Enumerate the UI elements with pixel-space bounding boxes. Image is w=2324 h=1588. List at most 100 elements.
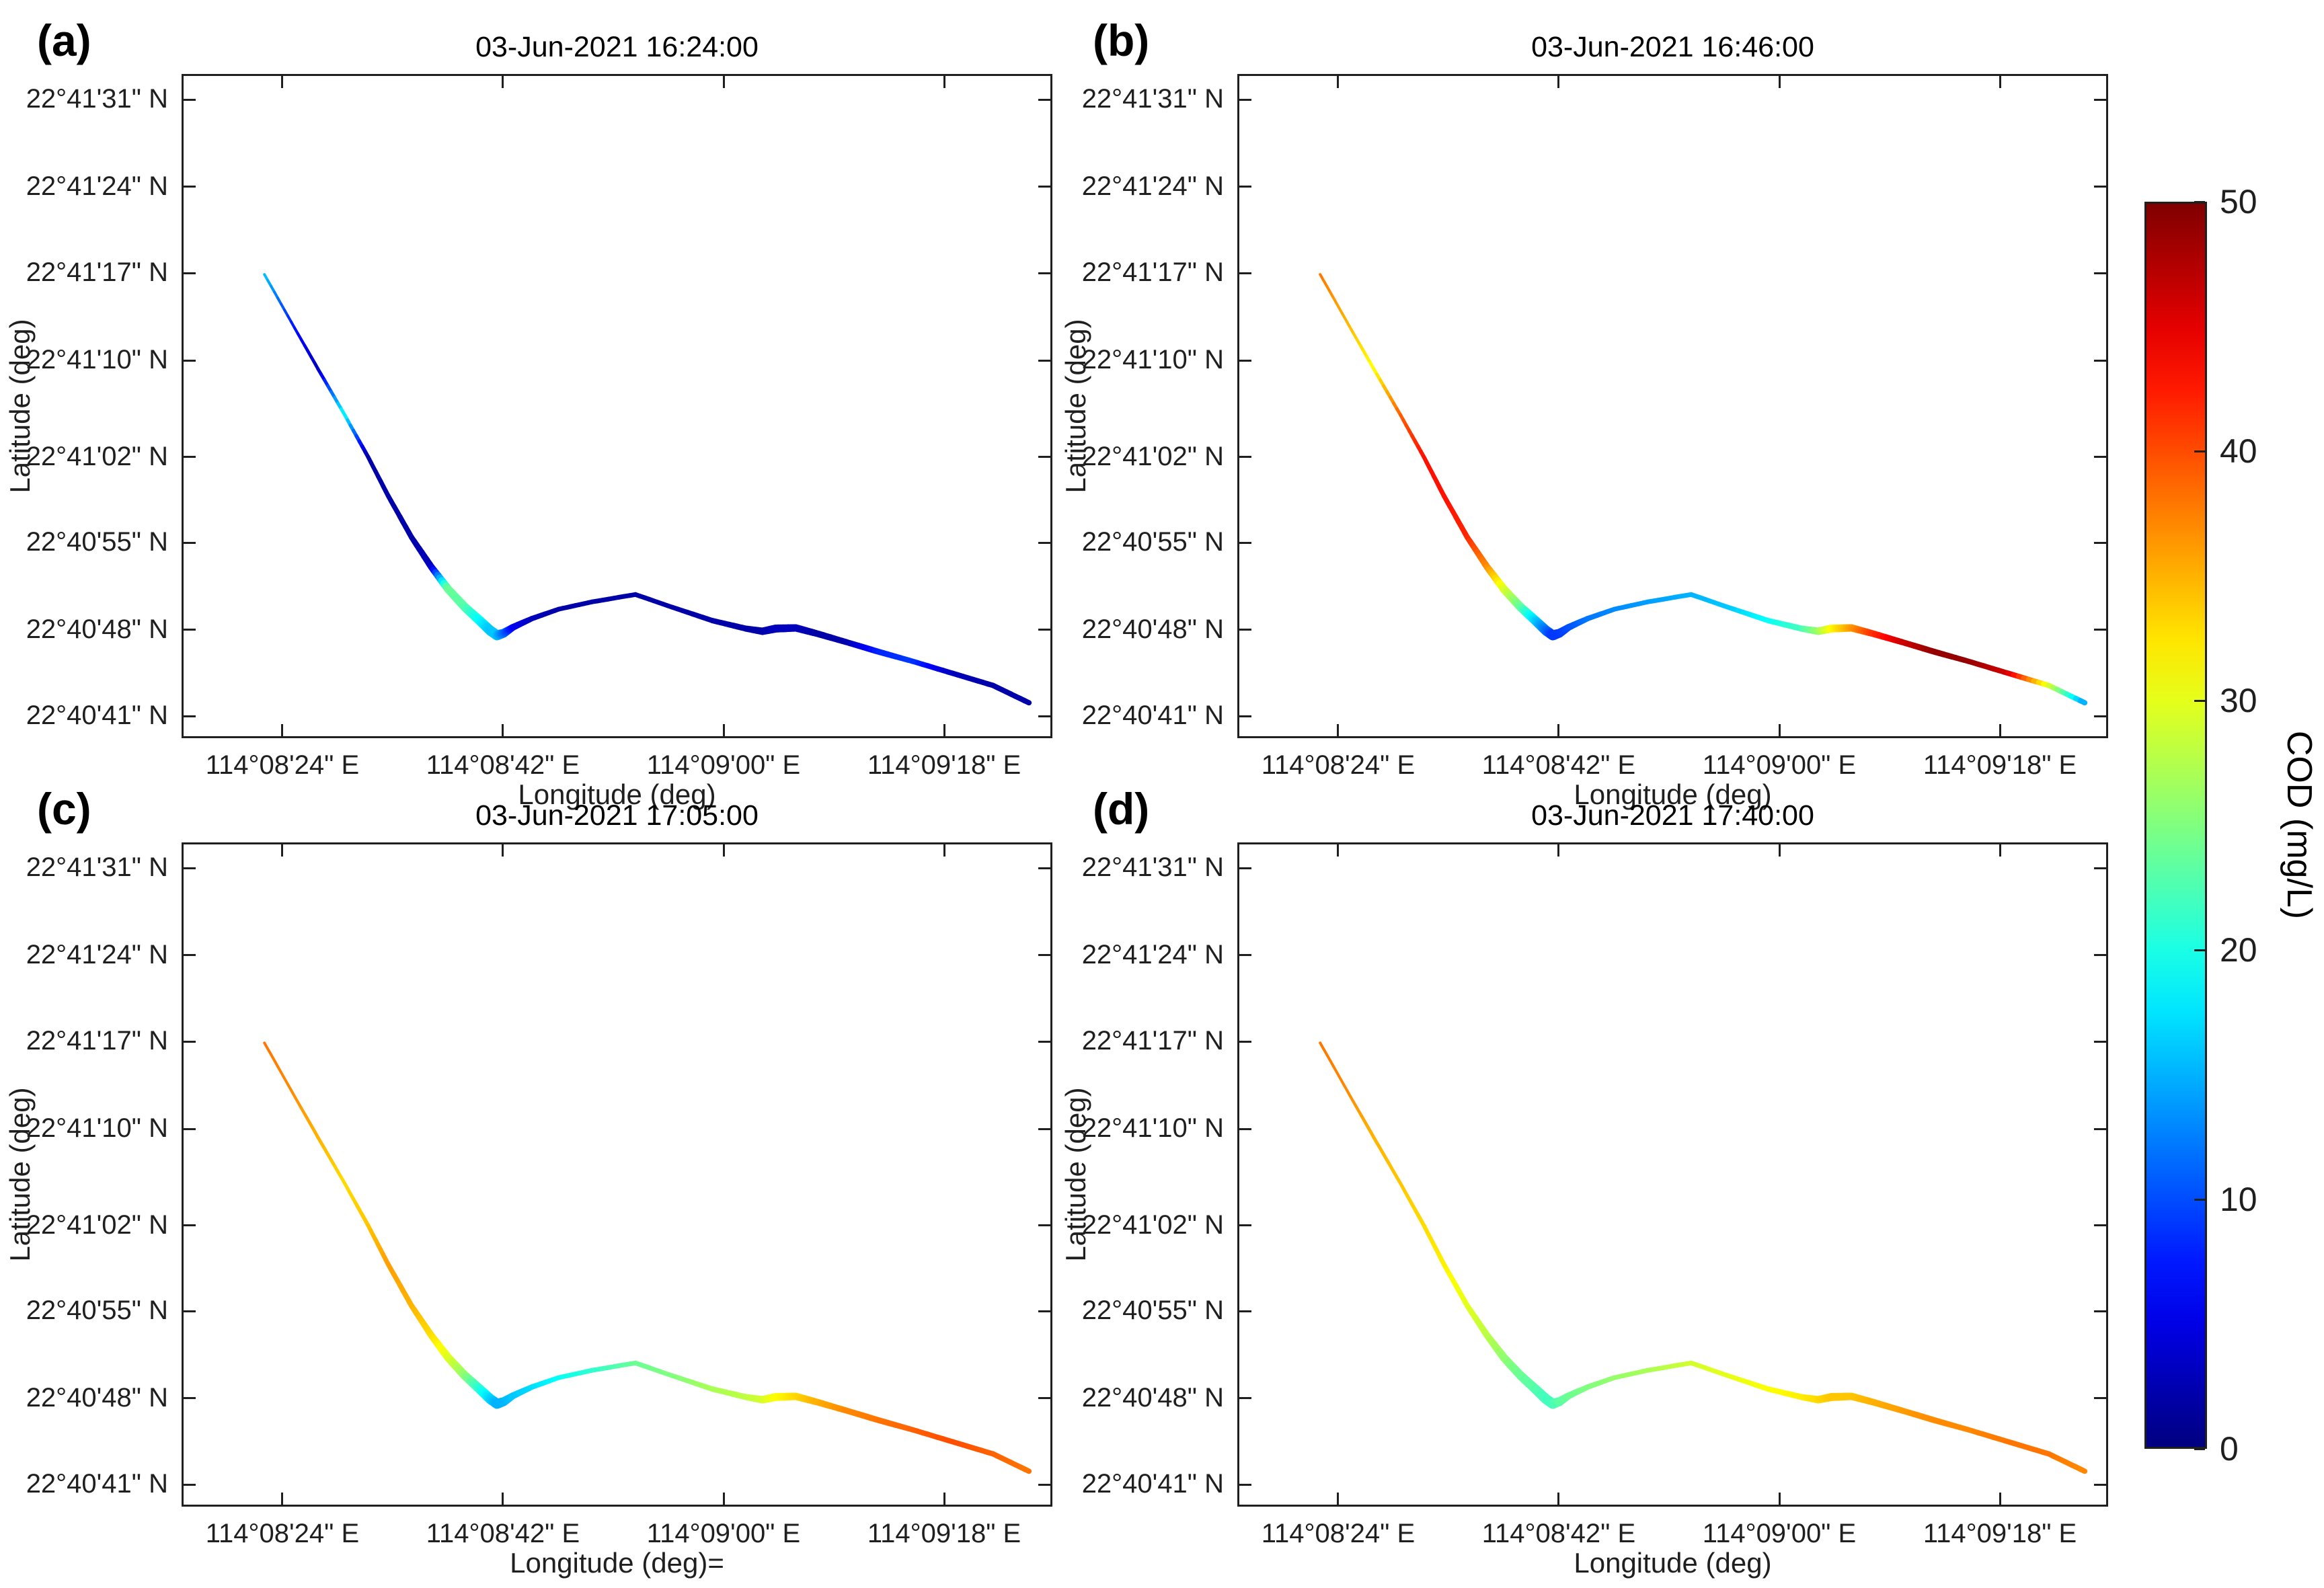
x-tick-label: 114°09'00" E	[1702, 1519, 1857, 1548]
colorbar-tick-mark	[2194, 1198, 2205, 1201]
x-tick-mark	[502, 844, 504, 857]
y-tick-mark	[184, 456, 196, 459]
y-tick-mark	[1038, 1040, 1050, 1043]
x-tick-mark	[1557, 724, 1560, 736]
x-axis-label: Longitude (deg)=	[510, 1547, 724, 1579]
y-tick-mark	[1038, 629, 1050, 631]
x-tick-mark	[281, 1493, 284, 1505]
y-tick-label: 22°40'41" N	[1081, 701, 1224, 730]
y-tick-label: 22°41'24" N	[26, 171, 168, 201]
y-tick-mark	[2094, 1040, 2106, 1043]
y-tick-mark	[1038, 359, 1050, 362]
y-tick-mark	[1038, 1483, 1050, 1486]
x-tick-label: 114°09'00" E	[1702, 750, 1857, 780]
colorbar-tick-label: 20	[2220, 931, 2257, 969]
y-tick-mark	[2094, 456, 2106, 459]
y-tick-mark	[1038, 715, 1050, 717]
y-tick-mark	[2094, 1127, 2106, 1130]
y-tick-label: 22°41'17" N	[1081, 257, 1224, 287]
y-tick-mark	[1038, 867, 1050, 869]
y-tick-mark	[1239, 1483, 1251, 1486]
x-tick-mark	[1999, 1493, 2001, 1505]
x-tick-mark	[722, 76, 725, 88]
y-tick-mark	[1038, 456, 1050, 459]
y-tick-mark	[1038, 1310, 1050, 1312]
colorbar-tick-label: 10	[2220, 1181, 2257, 1218]
x-tick-label: 114°09'18" E	[1923, 750, 2077, 780]
y-tick-label: 22°41'02" N	[26, 441, 168, 471]
colorbar-label: COD (mg/L)	[2280, 730, 2319, 920]
trajectory-segment	[1021, 698, 1032, 706]
x-tick-label: 114°08'42" E	[426, 750, 580, 780]
y-tick-mark	[1239, 98, 1251, 101]
y-tick-mark	[1038, 186, 1050, 188]
y-tick-mark	[1239, 715, 1251, 717]
y-tick-label: 22°41'10" N	[1081, 345, 1224, 375]
y-tick-mark	[184, 1483, 196, 1486]
colorbar-tick-label: 40	[2220, 432, 2257, 470]
x-tick-mark	[1337, 76, 1340, 88]
plot-area	[182, 842, 1052, 1507]
plot-area	[1237, 74, 2108, 738]
colorbar-tick-mark	[2194, 949, 2205, 951]
y-tick-label: 22°41'02" N	[1081, 441, 1224, 471]
x-tick-label: 114°08'24" E	[205, 750, 360, 780]
y-tick-label: 22°41'10" N	[26, 1113, 168, 1144]
y-tick-label: 22°40'55" N	[1081, 1296, 1224, 1326]
y-tick-mark	[184, 1397, 196, 1400]
y-tick-mark	[2094, 1310, 2106, 1312]
y-tick-mark	[1239, 1224, 1251, 1227]
y-tick-mark	[184, 954, 196, 957]
colorbar-tick-label: 50	[2220, 183, 2257, 221]
y-tick-mark	[184, 1127, 196, 1130]
y-tick-mark	[2094, 98, 2106, 101]
y-tick-mark	[1239, 1127, 1251, 1130]
colorbar-tick-mark	[2194, 200, 2205, 203]
y-tick-mark	[2094, 186, 2106, 188]
x-tick-mark	[1557, 1493, 1560, 1505]
y-tick-mark	[1239, 1397, 1251, 1400]
y-tick-label: 22°41'24" N	[1081, 171, 1224, 201]
y-tick-mark	[2094, 1397, 2106, 1400]
y-tick-label: 22°41'10" N	[26, 345, 168, 375]
y-tick-mark	[1239, 186, 1251, 188]
x-tick-mark	[943, 724, 945, 736]
x-tick-mark	[1999, 844, 2001, 857]
trajectory-segment	[1021, 1466, 1032, 1474]
colorbar-tick-mark	[2194, 699, 2205, 702]
y-tick-label: 22°41'02" N	[1081, 1209, 1224, 1240]
y-tick-mark	[184, 359, 196, 362]
x-tick-mark	[722, 724, 725, 736]
y-tick-mark	[1239, 954, 1251, 957]
x-tick-mark	[1999, 724, 2001, 736]
y-tick-mark	[184, 541, 196, 544]
x-tick-label: 114°09'18" E	[867, 1519, 1021, 1548]
y-tick-mark	[1038, 1397, 1050, 1400]
y-tick-label: 22°40'41" N	[26, 1469, 168, 1499]
x-tick-mark	[1557, 844, 1560, 857]
y-tick-mark	[1239, 541, 1251, 544]
y-tick-mark	[1038, 1224, 1050, 1227]
x-tick-label: 114°08'42" E	[1481, 1519, 1636, 1548]
y-tick-label: 22°40'48" N	[26, 614, 168, 644]
panel-title: 03-Jun-2021 17:40:00	[1531, 799, 1814, 832]
trajectory-path	[1319, 273, 2088, 706]
x-tick-mark	[1337, 724, 1340, 736]
x-tick-mark	[281, 76, 284, 88]
panel-letter: (a)	[37, 15, 91, 65]
x-tick-mark	[722, 1493, 725, 1505]
x-tick-label: 114°08'42" E	[1481, 750, 1636, 780]
y-tick-label: 22°41'31" N	[1081, 852, 1224, 883]
x-tick-label: 114°09'18" E	[1923, 1519, 2077, 1548]
y-tick-mark	[1239, 867, 1251, 869]
x-tick-mark	[1337, 844, 1340, 857]
y-tick-label: 22°40'48" N	[1081, 614, 1224, 644]
panel-title: 03-Jun-2021 16:46:00	[1531, 31, 1814, 63]
x-tick-label: 114°08'24" E	[1261, 750, 1416, 780]
y-tick-label: 22°41'17" N	[26, 257, 168, 287]
x-tick-label: 114°09'18" E	[867, 750, 1021, 780]
y-tick-mark	[184, 629, 196, 631]
subplot-d: (d) 03-Jun-2021 17:40:00 Latitude (deg) …	[1060, 784, 2108, 1579]
trajectory-path	[1319, 1041, 2088, 1474]
y-tick-mark	[1038, 541, 1050, 544]
